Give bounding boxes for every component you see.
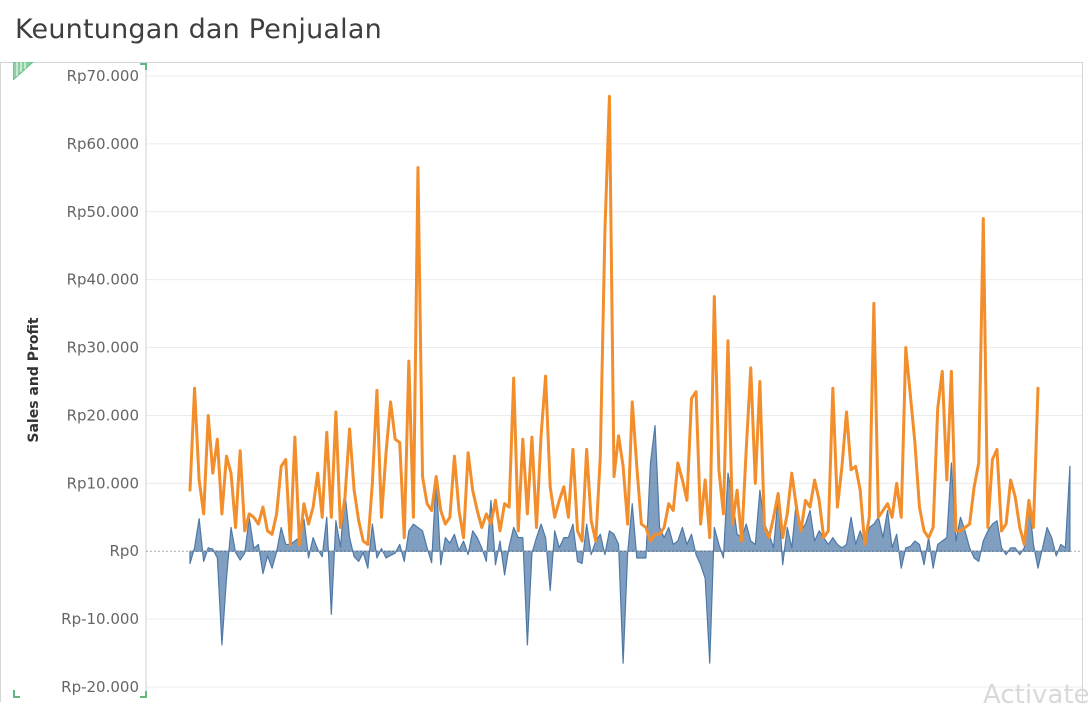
y-tick-label: Rp20.000 bbox=[67, 406, 139, 424]
chart-title: Keuntungan dan Penjualan bbox=[15, 14, 382, 45]
y-tick-label: Rp50.000 bbox=[67, 203, 139, 221]
y-tick-label: Rp60.000 bbox=[67, 135, 139, 153]
sales-line-series bbox=[188, 94, 1040, 546]
y-tick-label: Rp-20.000 bbox=[61, 678, 139, 696]
y-tick-label: Rp30.000 bbox=[67, 339, 139, 357]
y-tick-label: Rp10.000 bbox=[67, 474, 139, 492]
y-tick-label: Rp70.000 bbox=[67, 67, 139, 85]
corner-mark-top bbox=[140, 63, 147, 70]
profit-area bbox=[189, 425, 1071, 664]
frame-right-border bbox=[1082, 62, 1083, 702]
frame-top-border bbox=[0, 62, 1083, 63]
corner-mark-bottom-left bbox=[13, 690, 20, 698]
y-tick-label: Rp40.000 bbox=[67, 271, 139, 289]
sales-line bbox=[188, 94, 1040, 546]
y-tick-label: Rp0 bbox=[110, 542, 140, 560]
plot-corner-marks bbox=[13, 63, 147, 698]
sheet-corner-icon bbox=[13, 62, 34, 81]
gridlines bbox=[146, 75, 1082, 688]
frame-left-border bbox=[0, 62, 1, 702]
profit-area-series bbox=[189, 425, 1071, 664]
y-tick-label: Rp-10.000 bbox=[61, 610, 139, 628]
corner-mark-bottom-right bbox=[140, 691, 147, 698]
activate-watermark: Activate bbox=[983, 680, 1088, 710]
y-axis: Rp70.000 Rp60.000 Rp50.000 Rp40.000 Rp30.000… bbox=[61, 62, 147, 697]
